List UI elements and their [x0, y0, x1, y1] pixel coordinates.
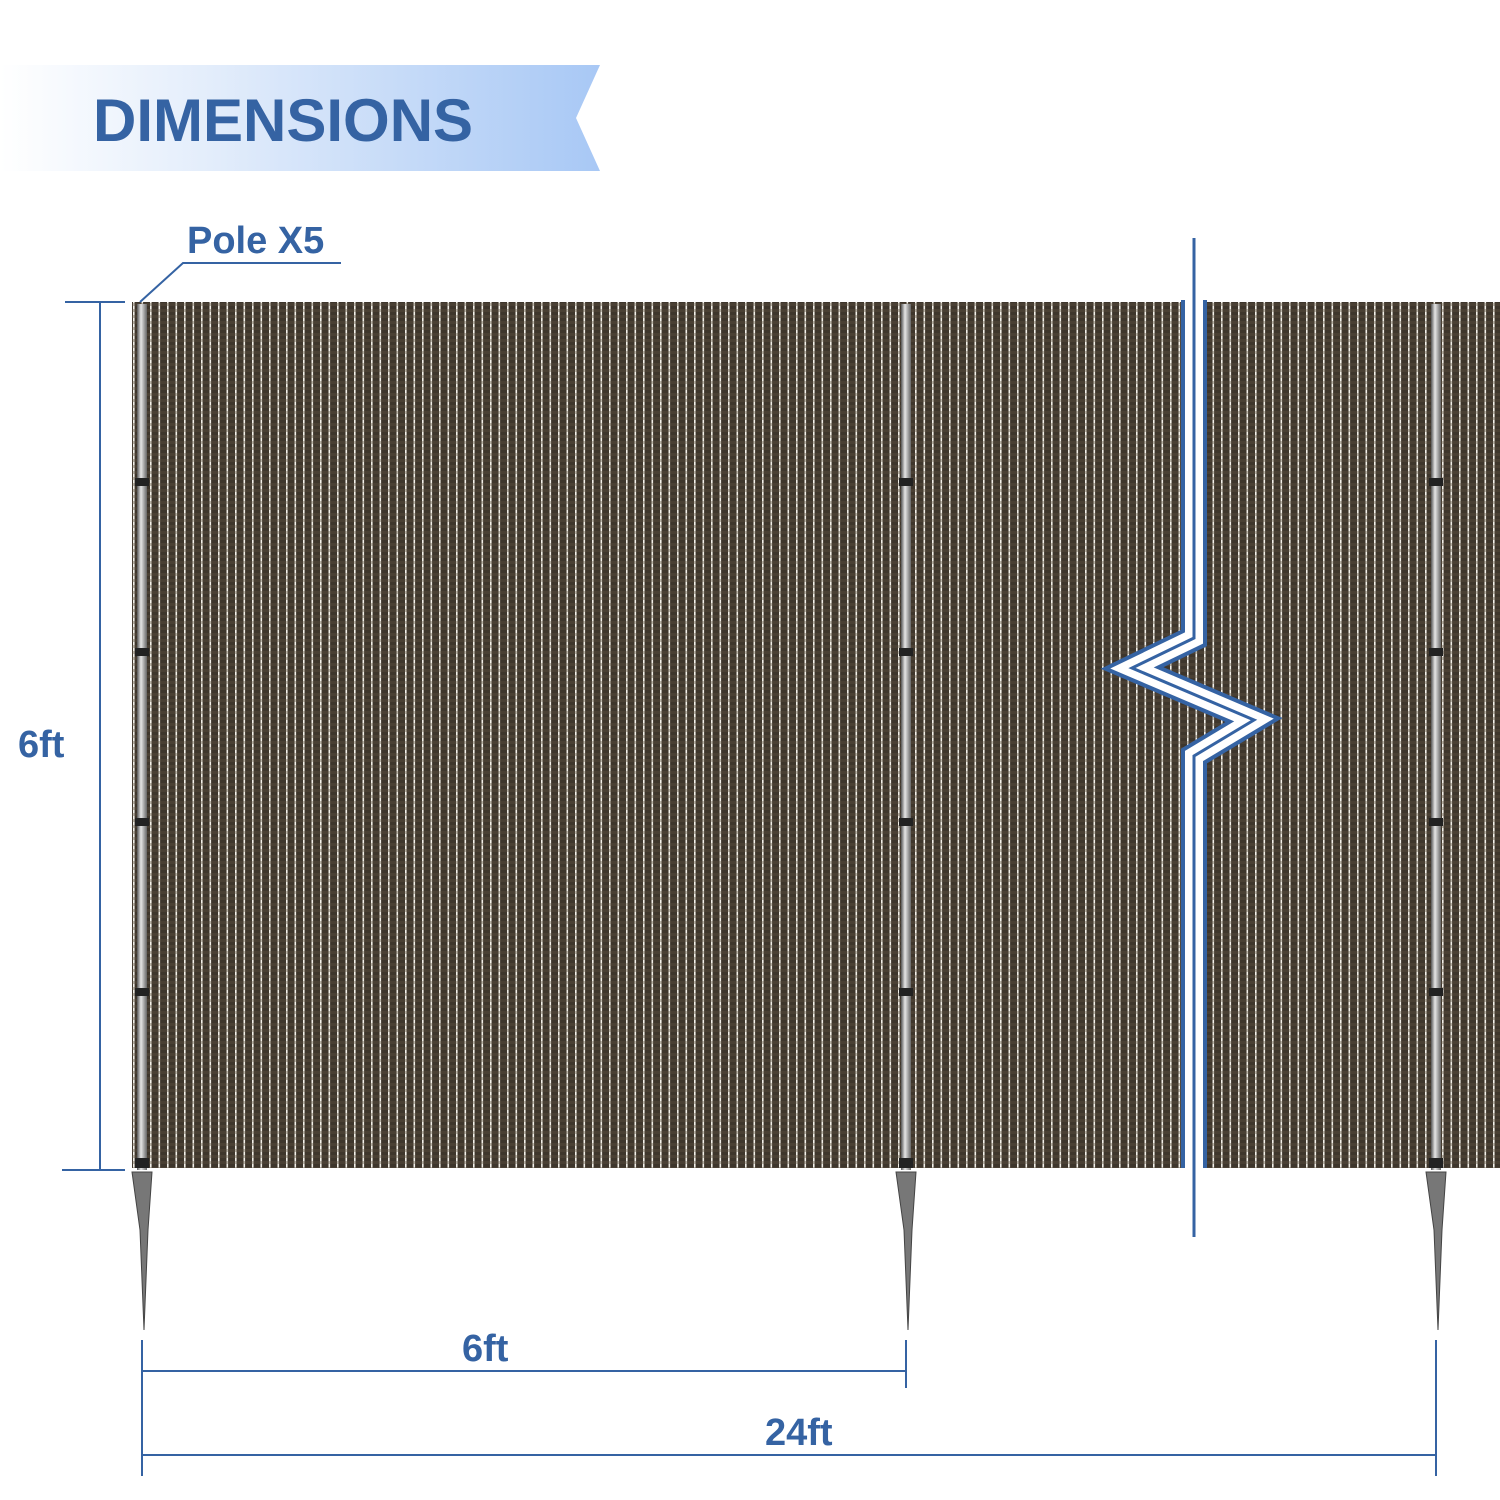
break-symbol	[1100, 238, 1283, 1237]
pole	[131, 304, 153, 1331]
pole	[895, 304, 917, 1331]
poles-label: Pole X5	[187, 220, 325, 262]
dimension-lines	[62, 262, 1437, 1476]
fence-fabric	[132, 302, 1500, 1168]
pole-spacing-label: 6ft	[462, 1328, 509, 1370]
title-banner	[0, 65, 600, 171]
pole	[1425, 304, 1447, 1331]
page-title: DIMENSIONS	[93, 87, 474, 154]
total-length-label: 24ft	[765, 1412, 833, 1454]
height-label: 6ft	[18, 724, 65, 766]
poles	[131, 304, 1447, 1331]
